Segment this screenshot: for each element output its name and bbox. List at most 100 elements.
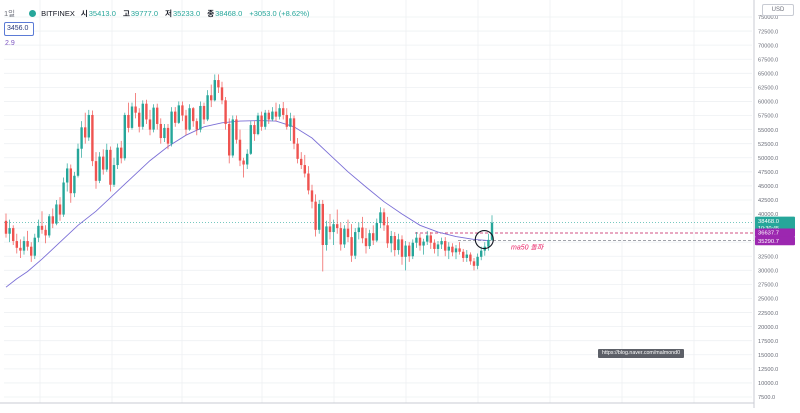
indicator-value-box[interactable]: 3456.0: [4, 22, 34, 36]
symbol-label[interactable]: BITFINEX: [41, 8, 75, 18]
candle: [296, 138, 299, 164]
timeframe-label[interactable]: 1일: [4, 8, 16, 18]
candle: [37, 219, 40, 243]
price-label-text: 38468.0: [758, 219, 779, 225]
candle-body: [224, 100, 227, 124]
candle: [184, 109, 188, 136]
candle-body: [264, 112, 267, 127]
candle-body: [213, 80, 216, 101]
candle: [325, 220, 328, 251]
candle-body: [94, 161, 98, 181]
y-tick-label: 27500.0: [758, 283, 778, 289]
candle-body: [51, 216, 54, 224]
candle-body: [192, 108, 195, 122]
candle: [390, 230, 393, 253]
open-value: 35413.0: [88, 8, 116, 18]
y-tick-label: 60000.0: [758, 100, 778, 106]
ma50-layer: [5, 120, 489, 288]
candle: [433, 239, 436, 254]
candle-body: [328, 226, 332, 233]
candle-body: [343, 228, 346, 245]
candle-body: [256, 115, 260, 135]
candle: [246, 149, 249, 169]
candle-body: [271, 111, 274, 120]
candle: [336, 209, 339, 234]
y-tick-label: 15000.0: [758, 353, 778, 359]
candle: [44, 225, 47, 244]
candle: [166, 123, 170, 150]
candle: [145, 99, 148, 124]
candle-body: [33, 237, 36, 256]
candle: [339, 222, 342, 251]
chart-header: 1일 BITFINEX 시35413.0 고39777.0 저35233.0 종…: [4, 6, 314, 20]
annotation-text: ma50 돌파: [511, 244, 545, 252]
y-tick-label: 12500.0: [758, 367, 778, 373]
candle: [127, 102, 130, 133]
candle: [303, 154, 306, 178]
candle-body: [397, 239, 400, 251]
high-value: 39777.0: [130, 8, 158, 18]
y-tick-label: 47500.0: [758, 170, 778, 176]
candle-body: [346, 228, 350, 238]
candle-body: [436, 244, 440, 249]
candle: [152, 104, 155, 133]
candle-body: [163, 127, 166, 139]
candle: [174, 107, 177, 127]
candle-body: [422, 241, 425, 246]
candle-body: [364, 238, 368, 247]
candle-body: [40, 225, 44, 230]
candle-body: [127, 114, 130, 128]
candle-body: [30, 246, 33, 256]
candle: [256, 112, 260, 136]
candle: [69, 164, 72, 203]
y-tick-label: 65000.0: [758, 71, 778, 77]
candle-body: [433, 242, 436, 249]
candle: [206, 90, 209, 122]
candle-body: [145, 103, 148, 120]
candle: [408, 242, 411, 262]
low-label: 저: [165, 8, 172, 18]
candle: [40, 211, 44, 234]
candle: [98, 152, 101, 184]
candle-body: [357, 227, 360, 233]
candle-body: [418, 237, 422, 246]
candle-body: [480, 250, 483, 257]
candle: [375, 218, 378, 243]
candle-body: [415, 237, 418, 243]
candle: [451, 243, 454, 257]
candle-body: [102, 156, 105, 170]
price-label-bg: [755, 236, 795, 246]
y-tick-label: 67500.0: [758, 57, 778, 63]
candle: [465, 250, 468, 262]
candle-body: [76, 148, 80, 176]
candle-body: [105, 149, 108, 170]
currency-button[interactable]: USD: [762, 4, 794, 16]
y-tick-label: 20000.0: [758, 325, 778, 331]
candle-body: [390, 235, 393, 244]
candle-body: [87, 114, 90, 138]
price-label-text: 35290.7: [758, 239, 779, 245]
open-label: 시: [80, 8, 88, 18]
candle-body: [19, 247, 22, 251]
candle: [382, 208, 386, 231]
y-tick-label: 45000.0: [758, 184, 778, 190]
candle-body: [69, 168, 72, 194]
candle: [12, 225, 15, 245]
candle-body: [238, 139, 242, 161]
candle-body: [307, 173, 310, 191]
candle: [159, 118, 162, 144]
candle: [379, 207, 382, 229]
y-tick-label: 30000.0: [758, 269, 778, 275]
candle: [289, 112, 292, 141]
ma50-line: [5, 120, 489, 288]
candle: [332, 219, 335, 245]
candle-body: [130, 106, 134, 128]
candle-body: [217, 80, 220, 88]
candle-body: [300, 158, 303, 166]
candle-body: [462, 251, 465, 258]
candle-body: [339, 228, 342, 245]
candle-body: [282, 108, 285, 115]
